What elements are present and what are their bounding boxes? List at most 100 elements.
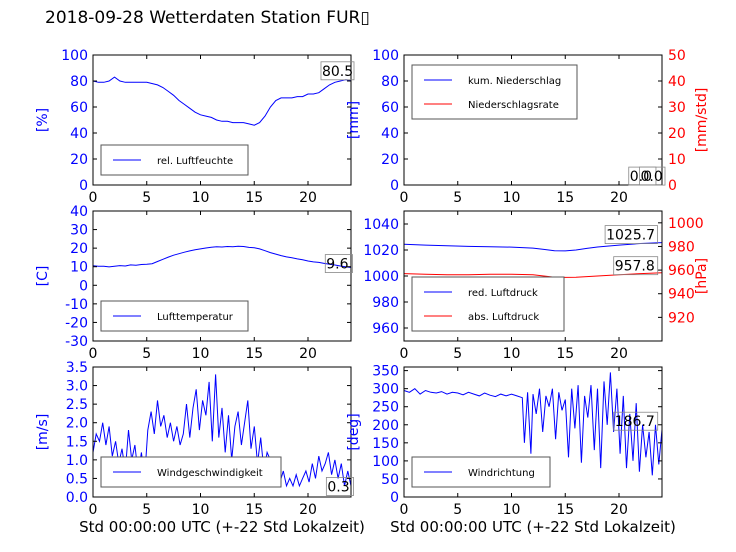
humidity-x-tick-label: 10 [192,190,210,206]
winddir-y-tick-label: 250 [372,400,399,416]
pressure-x-tick-label: 0 [400,346,409,362]
pressure-annotation-box-1 [613,256,659,276]
temperature-annotation-0: 9.6 [326,257,348,273]
pressure-annotation-box-0 [604,225,658,245]
pressure-x-tick-label: 5 [453,346,462,362]
humidity-y-tick-label: 60 [70,100,88,116]
pressure-y-right-tick-label: 940 [668,287,695,303]
winddir-x-tick-label: 20 [610,502,628,518]
temperature-y-tick-label: -30 [65,334,88,350]
pressure-y-right-tick-label: 920 [668,310,695,326]
pressure-legend-label-1: abs. Luftdruck [468,312,539,323]
windspeed-y-tick-label: 2.5 [66,397,88,413]
pressure-x-tick-label: 10 [503,346,521,362]
precip-y-right-tick-label: 50 [668,48,686,64]
winddir-x-tick-label: 10 [503,502,521,518]
temperature-x-tick-label: 10 [192,346,210,362]
precip-legend-label-1: Niederschlagsrate [468,100,559,111]
windspeed-y-tick-label: 3.5 [66,360,88,376]
windspeed-x-axis-label: Std 00:00:00 UTC (+-22 Std Lokalzeit) [79,518,365,536]
precip-legend-box [411,64,578,120]
humidity-y-tick-label: 40 [70,126,88,142]
windspeed-x-tick-label: 20 [299,502,317,518]
humidity-y-tick-label: 100 [61,48,88,64]
temperature-y-tick-label: 10 [70,260,88,276]
winddir-plot-frame [403,366,663,498]
precip-x-tick-label: 0 [400,190,409,206]
windspeed-x-tick-label: 10 [192,502,210,518]
humidity-y-tick-label: 80 [70,74,88,90]
temperature-y-tick-label: -10 [65,297,88,313]
temperature-x-tick-label: 20 [299,346,317,362]
pressure-y-right-tick-label: 1000 [668,216,704,232]
temperature-series-line-0 [92,245,352,268]
precip-y-tick-label: 100 [372,48,399,64]
winddir-y-tick-label: 50 [381,472,399,488]
windspeed-y-tick-label: 1.5 [66,434,88,450]
pressure-y-right-tick-label: 960 [668,263,695,279]
pressure-annotation-0: 1025.7 [606,228,655,244]
pressure-y-right-axis-label: [hPa] [694,258,710,294]
humidity-annotation-box-0 [320,61,355,81]
windspeed-y-tick-label: 0.0 [66,490,88,506]
precip-y-right-tick-label: 0 [668,178,677,194]
windspeed-y-tick-label: 1.0 [66,453,88,469]
windspeed-x-tick-label: 0 [89,502,98,518]
pressure-legend-box [411,276,565,332]
precip-y-axis-label: [mm] [346,101,362,139]
pressure-y-tick-label: 1040 [363,217,399,233]
temperature-x-tick-label: 5 [142,346,151,362]
temperature-x-tick-label: 0 [89,346,98,362]
temperature-legend-label-0: Lufttemperatur [157,312,234,323]
winddir-x-tick-label: 0 [400,502,409,518]
humidity-y-axis-label: [%] [35,108,51,132]
winddir-annotation-box-0 [613,411,659,431]
windspeed-legend-label-0: Windgeschwindigkeit [157,468,263,479]
windspeed-annotation-0: 0.3 [327,479,349,495]
precip-y-tick-label: 20 [381,152,399,168]
winddir-y-tick-label: 200 [372,418,399,434]
precip-x-tick-label: 10 [503,190,521,206]
windspeed-x-tick-label: 15 [245,502,263,518]
temperature-annotation-box-0 [324,254,353,273]
temperature-y-tick-label: 40 [70,204,88,220]
pressure-annotation-1: 957.8 [615,259,655,275]
precip-x-tick-label: 15 [556,190,574,206]
temperature-y-tick-label: 0 [79,278,88,294]
precip-legend-label-0: kum. Niederschlag [468,76,561,87]
humidity-x-tick-label: 0 [89,190,98,206]
precip-annotation-1: 0.0 [641,169,663,185]
pressure-y-right-tick-label: 980 [668,239,695,255]
precip-annotation-0: 0.0 [630,169,652,185]
temperature-x-tick-label: 15 [245,346,263,362]
pressure-y-tick-label: 1020 [363,243,399,259]
winddir-y-tick-label: 100 [372,454,399,470]
humidity-annotation-0: 80.5 [322,64,353,80]
windspeed-plot-frame [92,366,352,498]
temperature-plot-frame [92,210,352,342]
winddir-x-tick-label: 15 [556,502,574,518]
windspeed-series-line-0 [92,374,352,488]
precip-y-tick-label: 0 [390,178,399,194]
windspeed-y-tick-label: 3.0 [66,379,88,395]
humidity-series-line-0 [92,76,352,126]
precip-y-right-tick-label: 10 [668,152,686,168]
precip-y-right-tick-label: 20 [668,126,686,142]
winddir-annotation-0: 186.7 [615,414,655,430]
chart-title: 2018-09-28 Wetterdaten Station FUR▯ [45,8,370,28]
pressure-legend-label-0: red. Luftdruck [468,288,538,299]
precip-annotation-box-1 [639,166,666,186]
humidity-legend-label-0: rel. Luftfeuchte [157,156,233,167]
winddir-legend-label-0: Windrichtung [468,468,535,479]
precip-x-tick-label: 5 [453,190,462,206]
humidity-y-tick-label: 20 [70,152,88,168]
precip-y-tick-label: 60 [381,100,399,116]
windspeed-y-axis-label: [m/s] [35,414,51,451]
precip-y-right-tick-label: 30 [668,100,686,116]
winddir-y-tick-label: 150 [372,436,399,452]
winddir-y-tick-label: 300 [372,382,399,398]
winddir-y-axis-label: [deg] [346,413,362,450]
precip-plot-frame [403,54,663,186]
precip-y-tick-label: 40 [381,126,399,142]
